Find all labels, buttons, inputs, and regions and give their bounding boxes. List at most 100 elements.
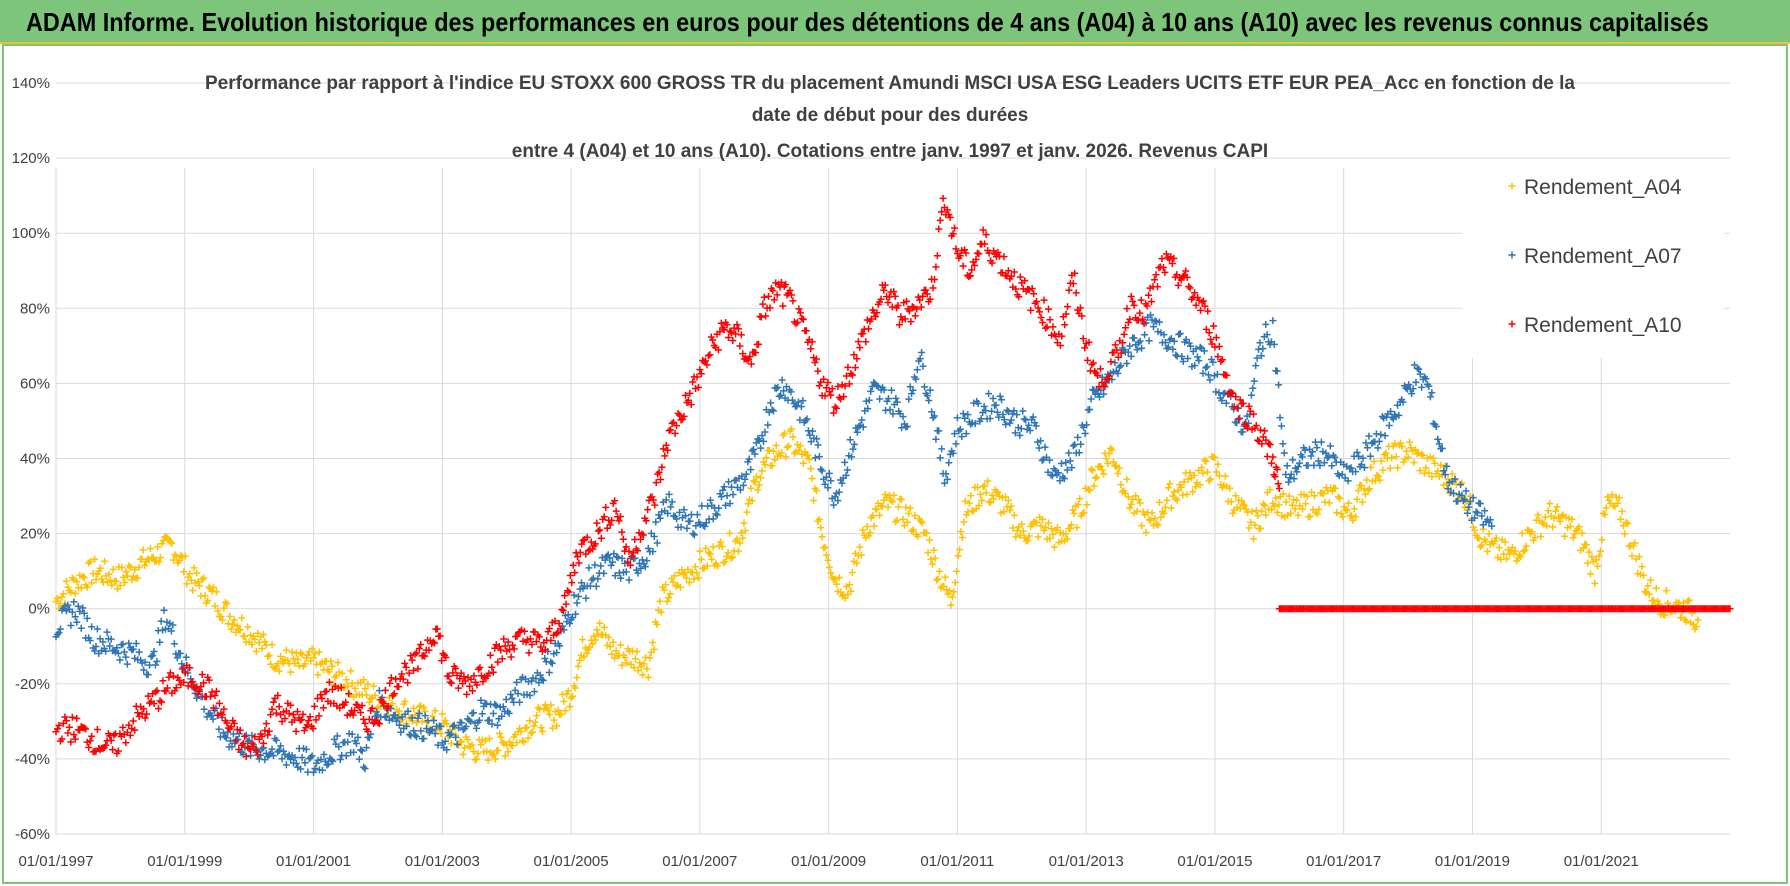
data-point bbox=[596, 526, 604, 534]
data-point bbox=[649, 548, 657, 556]
data-point bbox=[1124, 348, 1132, 356]
data-point bbox=[609, 638, 617, 646]
data-point bbox=[139, 546, 147, 554]
data-point bbox=[1238, 497, 1246, 505]
data-point bbox=[899, 413, 907, 421]
data-point bbox=[387, 674, 395, 682]
data-point bbox=[319, 704, 327, 712]
data-point bbox=[1239, 428, 1247, 436]
data-point bbox=[606, 521, 614, 529]
data-point bbox=[830, 501, 838, 509]
data-point bbox=[1126, 342, 1134, 350]
data-point bbox=[79, 572, 87, 580]
data-point bbox=[91, 647, 99, 655]
data-point bbox=[304, 651, 312, 659]
data-point bbox=[751, 478, 759, 486]
data-point bbox=[667, 503, 675, 511]
data-point bbox=[697, 556, 705, 564]
data-point bbox=[975, 250, 983, 258]
data-point bbox=[1184, 355, 1192, 363]
data-point bbox=[450, 722, 458, 730]
data-point bbox=[808, 338, 816, 346]
data-point bbox=[741, 475, 749, 483]
data-point bbox=[289, 711, 297, 719]
data-point bbox=[297, 765, 305, 773]
data-point bbox=[1045, 305, 1053, 313]
data-point bbox=[1388, 454, 1396, 462]
data-point bbox=[1205, 329, 1213, 337]
data-point bbox=[290, 655, 298, 663]
data-point bbox=[1485, 530, 1493, 538]
data-point bbox=[725, 478, 733, 486]
data-point bbox=[737, 529, 745, 537]
data-point bbox=[1041, 443, 1049, 451]
data-point bbox=[979, 226, 987, 234]
data-point bbox=[251, 635, 259, 643]
data-point bbox=[822, 551, 830, 559]
data-point bbox=[460, 673, 468, 681]
data-point bbox=[1336, 494, 1344, 502]
data-point bbox=[1050, 543, 1058, 551]
data-point bbox=[1233, 419, 1241, 427]
data-point bbox=[259, 739, 267, 747]
data-point bbox=[807, 465, 815, 473]
data-point bbox=[1538, 519, 1546, 527]
data-point bbox=[1290, 475, 1298, 483]
data-point bbox=[150, 700, 158, 708]
data-point bbox=[470, 709, 478, 717]
data-point bbox=[1107, 444, 1115, 452]
legend-item-rendement-a04: Rendement_A04 bbox=[1524, 176, 1682, 199]
data-point bbox=[797, 403, 805, 411]
data-point bbox=[555, 619, 563, 627]
data-point bbox=[155, 558, 163, 566]
data-point bbox=[119, 640, 127, 648]
data-point bbox=[220, 604, 228, 612]
data-point bbox=[476, 664, 484, 672]
data-point bbox=[1325, 453, 1333, 461]
data-point bbox=[410, 727, 418, 735]
data-point bbox=[894, 301, 902, 309]
data-point bbox=[1072, 289, 1080, 297]
data-point bbox=[1379, 466, 1387, 474]
data-point bbox=[1331, 484, 1339, 492]
data-point bbox=[1232, 393, 1240, 401]
data-point bbox=[1123, 359, 1131, 367]
data-point bbox=[1417, 450, 1425, 458]
data-point bbox=[596, 619, 604, 627]
data-point bbox=[351, 707, 359, 715]
data-point bbox=[680, 506, 688, 514]
data-point bbox=[354, 733, 362, 741]
data-point bbox=[1147, 311, 1155, 319]
data-point bbox=[590, 632, 598, 640]
data-point bbox=[1440, 467, 1448, 475]
data-point bbox=[644, 544, 652, 552]
data-point bbox=[558, 606, 566, 614]
data-point bbox=[1374, 444, 1382, 452]
data-point bbox=[696, 547, 704, 555]
y-tick-label: 20% bbox=[20, 526, 50, 543]
data-point bbox=[170, 640, 178, 648]
data-point bbox=[1093, 473, 1101, 481]
data-point bbox=[1334, 493, 1342, 501]
data-point bbox=[1154, 521, 1162, 529]
data-point bbox=[150, 648, 158, 656]
data-point bbox=[1081, 429, 1089, 437]
data-point bbox=[85, 744, 93, 752]
data-point bbox=[787, 425, 795, 433]
data-point bbox=[832, 580, 840, 588]
data-point bbox=[1034, 304, 1042, 312]
data-point bbox=[508, 742, 516, 750]
data-point bbox=[716, 328, 724, 336]
data-point bbox=[1212, 468, 1220, 476]
data-point bbox=[593, 519, 601, 527]
data-point bbox=[1056, 341, 1064, 349]
data-point bbox=[197, 683, 205, 691]
data-point bbox=[372, 708, 380, 716]
data-point bbox=[71, 735, 79, 743]
data-point bbox=[744, 500, 752, 508]
data-point bbox=[927, 555, 935, 563]
data-point bbox=[587, 538, 595, 546]
data-point bbox=[1254, 511, 1262, 519]
data-point bbox=[630, 664, 638, 672]
data-point bbox=[656, 597, 664, 605]
